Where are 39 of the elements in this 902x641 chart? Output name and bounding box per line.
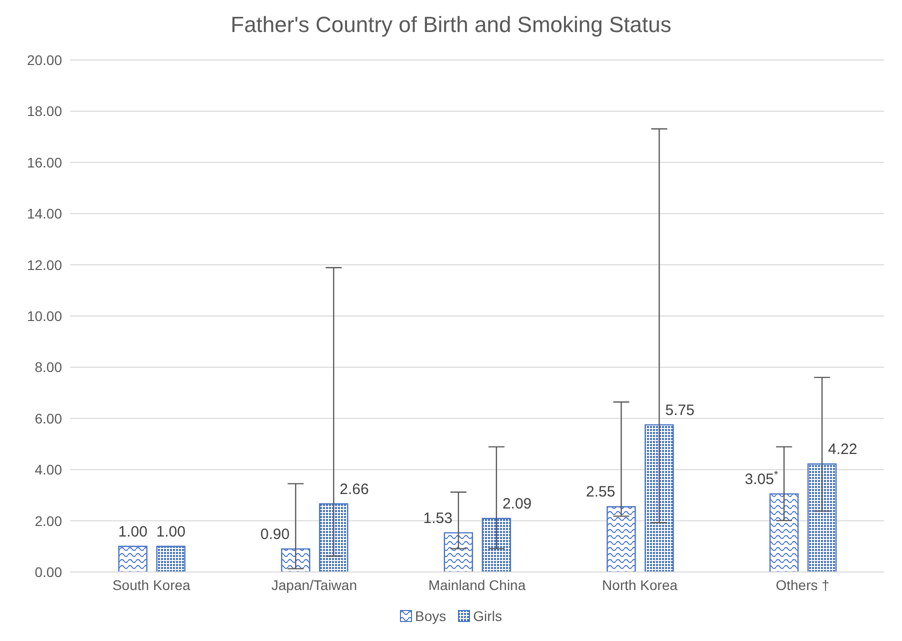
y-tick-label: 20.00 — [26, 52, 62, 68]
data-label: 5.75 — [665, 402, 694, 419]
data-label: 4.22 — [828, 440, 858, 458]
data-label: 2.55 — [586, 484, 616, 501]
y-tick-label: 8.00 — [34, 359, 62, 376]
data-label: 1.53 — [423, 510, 452, 527]
data-label: 1.00 — [118, 523, 148, 540]
y-tick-label: 12.00 — [26, 256, 62, 273]
bar — [319, 503, 348, 572]
x-tick-label: Mainland China — [428, 576, 526, 593]
y-tick-label: 0.00 — [34, 564, 62, 580]
x-tick-label: Japan/Taiwan — [271, 576, 358, 593]
bar — [118, 546, 148, 572]
data-label: 0.90 — [260, 526, 290, 543]
bar — [156, 546, 186, 572]
bar — [606, 506, 636, 572]
bar — [281, 548, 310, 572]
bar — [807, 463, 837, 572]
bar — [769, 493, 799, 572]
y-tick-label: 6.00 — [34, 410, 62, 426]
data-label: 3.05$^{*}$ — [744, 468, 778, 488]
y-tick-label: 4.00 — [34, 462, 62, 478]
legend-label: Boys — [415, 608, 446, 624]
data-label: 2.66 — [340, 480, 369, 498]
x-tick-label: North Korea — [602, 576, 678, 593]
bar — [444, 532, 474, 572]
y-tick-label: 18.00 — [26, 103, 62, 120]
y-tick-label: 10.00 — [26, 308, 62, 324]
data-label: 1.00 — [156, 523, 186, 540]
bar — [482, 518, 512, 572]
legend-label: Girls — [473, 608, 502, 624]
data-label: 2.09 — [502, 495, 532, 512]
x-tick-label: Others † — [776, 576, 830, 593]
y-tick-label: 14.00 — [26, 206, 62, 222]
x-tick-label: South Korea — [112, 576, 191, 593]
y-tick-label: 2.00 — [34, 512, 62, 529]
chart-title: Father's Country of Birth and Smoking Status — [230, 11, 672, 39]
y-tick-label: 16.00 — [26, 154, 62, 170]
bar — [644, 424, 674, 572]
